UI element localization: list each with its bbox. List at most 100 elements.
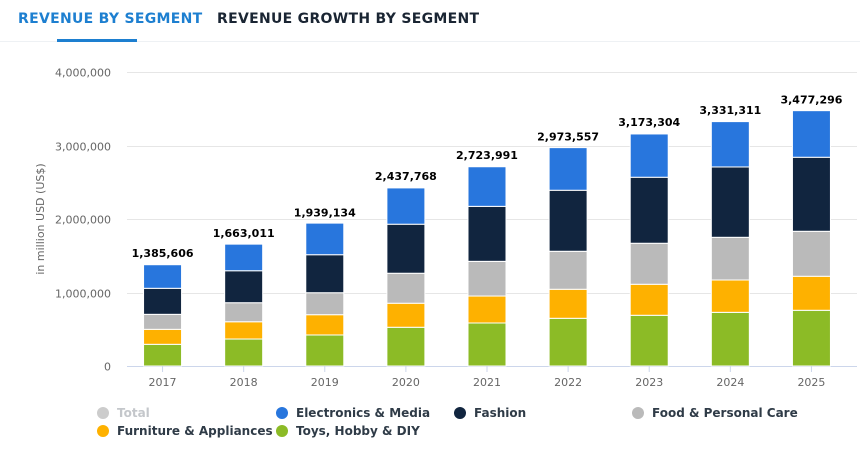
tab-revenue-by-segment[interactable]: REVENUE BY SEGMENT [18,11,203,27]
bar-segment-furniture-appliances-2017[interactable] [143,328,183,345]
legend-item-total[interactable]: Total [97,406,150,420]
bar-segment-furniture-appliances-2021[interactable] [467,295,507,324]
x-tick-label: 2023 [635,376,663,389]
bar-segment-furniture-appliances-2024[interactable] [710,279,750,313]
legend-item-toys-hobby-diy[interactable]: Toys, Hobby & DIY [276,424,420,438]
bar-segment-fashion-2017[interactable] [143,287,183,315]
bar-segment-food-personal-care-2023[interactable] [629,242,669,285]
bar-segment-food-personal-care-2020[interactable] [386,272,426,304]
bar-segment-food-personal-care-2021[interactable] [467,260,507,297]
x-tick-label: 2017 [149,376,177,389]
bar-stack-2017 [143,264,183,367]
bar-segment-toys-hobby-diy-2020[interactable] [386,326,426,367]
legend-label: Fashion [474,406,527,420]
total-label: 3,173,304 [618,116,680,129]
bar-segment-food-personal-care-2019[interactable] [305,292,345,316]
bar-stack-2022 [548,147,588,367]
legend-label: Electronics & Media [296,406,431,420]
legend-label: Food & Personal Care [652,406,798,420]
y-axis-ticks: 0 1,000,000 2,000,000 3,000,000 4,000,000 [55,67,111,374]
y-tick-label: 0 [104,361,111,374]
active-tab-indicator [57,39,137,42]
bar-segment-furniture-appliances-2020[interactable] [386,302,426,328]
bar-segment-toys-hobby-diy-2019[interactable] [305,334,345,367]
bar-segment-toys-hobby-diy-2018[interactable] [224,338,264,367]
legend-label: Furniture & Appliances [117,424,273,438]
bar-segment-fashion-2024[interactable] [710,166,750,238]
bar-segment-electronics-media-2020[interactable] [386,187,426,225]
bar-segment-electronics-media-2025[interactable] [791,110,831,158]
bar-segment-food-personal-care-2022[interactable] [548,250,588,290]
x-tick-label: 2025 [797,376,825,389]
bar-segment-electronics-media-2018[interactable] [224,243,264,272]
bar-segment-furniture-appliances-2025[interactable] [791,275,831,311]
total-label: 3,331,311 [699,104,761,117]
bar-segment-furniture-appliances-2018[interactable] [224,321,264,340]
total-label: 2,437,768 [375,170,437,183]
bar-segment-toys-hobby-diy-2025[interactable] [791,309,831,367]
legend-item-furniture-appliances[interactable]: Furniture & Appliances [97,424,273,438]
total-label: 1,385,606 [132,247,194,260]
total-label: 1,939,134 [294,206,356,219]
bar-segment-fashion-2025[interactable] [791,156,831,232]
stacked-bar-chart: 0 1,000,000 2,000,000 3,000,000 4,000,000 in… [34,67,857,389]
bar-segment-toys-hobby-diy-2022[interactable] [548,317,588,367]
bar-segment-food-personal-care-2025[interactable] [791,230,831,277]
x-axis-ticks: 2017 2018 2019 2020 2021 2022 2023 2024 2025 [149,366,825,389]
legend-dot-icon [454,407,466,419]
x-tick-label: 2019 [311,376,339,389]
bar-segment-furniture-appliances-2019[interactable] [305,314,345,336]
y-tick-label: 4,000,000 [55,67,111,80]
total-label: 3,477,296 [780,93,842,106]
x-tick-label: 2022 [554,376,582,389]
bar-segment-fashion-2022[interactable] [548,189,588,252]
bar-segment-fashion-2020[interactable] [386,223,426,274]
bar-segment-fashion-2023[interactable] [629,176,669,244]
total-label: 2,973,557 [537,130,599,143]
total-labels: 1,385,606 1,663,011 1,939,134 2,437,768 2,72… [132,93,843,260]
y-tick-label: 3,000,000 [55,141,111,154]
tab-revenue-growth-by-segment[interactable]: REVENUE GROWTH BY SEGMENT [217,11,480,27]
legend-dot-icon [97,425,109,437]
legend-dot-icon [632,407,644,419]
bar-stack-2025 [791,110,831,367]
legend-dot-icon [97,407,109,419]
legend-item-food-personal-care[interactable]: Food & Personal Care [632,406,798,420]
bar-stack-2021 [467,166,507,367]
bar-segment-toys-hobby-diy-2017[interactable] [143,343,183,367]
bar-segment-fashion-2021[interactable] [467,205,507,262]
tab-bar: REVENUE BY SEGMENT REVENUE GROWTH BY SEG… [0,0,860,42]
bar-segment-electronics-media-2019[interactable] [305,222,345,256]
legend-item-electronics-media[interactable]: Electronics & Media [276,406,430,420]
bar-segment-furniture-appliances-2022[interactable] [548,288,588,319]
bar-segment-electronics-media-2021[interactable] [467,166,507,207]
legend-dot-icon [276,425,288,437]
bar-segment-food-personal-care-2024[interactable] [710,236,750,281]
bar-segment-toys-hobby-diy-2021[interactable] [467,322,507,367]
legend-item-fashion[interactable]: Fashion [454,406,526,420]
bar-stack-2018 [224,243,264,367]
bar-stack-2023 [629,133,669,367]
legend-dot-icon [276,407,288,419]
bar-segment-toys-hobby-diy-2024[interactable] [710,311,750,367]
total-label: 1,663,011 [213,227,275,240]
y-axis-label: in million USD (US$) [34,163,47,274]
bars [143,110,831,367]
x-tick-label: 2024 [716,376,744,389]
bar-segment-food-personal-care-2017[interactable] [143,313,183,330]
bar-segment-electronics-media-2024[interactable] [710,121,750,168]
legend-label: Total [117,406,150,420]
bar-segment-toys-hobby-diy-2023[interactable] [629,314,669,367]
bar-segment-food-personal-care-2018[interactable] [224,302,264,323]
bar-segment-electronics-media-2023[interactable] [629,133,669,178]
bar-segment-fashion-2018[interactable] [224,270,264,304]
x-tick-label: 2021 [473,376,501,389]
total-label: 2,723,991 [456,149,518,162]
x-tick-label: 2018 [230,376,258,389]
bar-stack-2024 [710,121,750,367]
x-tick-label: 2020 [392,376,420,389]
bar-segment-electronics-media-2017[interactable] [143,264,183,289]
bar-segment-electronics-media-2022[interactable] [548,147,588,191]
bar-segment-fashion-2019[interactable] [305,254,345,294]
bar-segment-furniture-appliances-2023[interactable] [629,283,669,316]
